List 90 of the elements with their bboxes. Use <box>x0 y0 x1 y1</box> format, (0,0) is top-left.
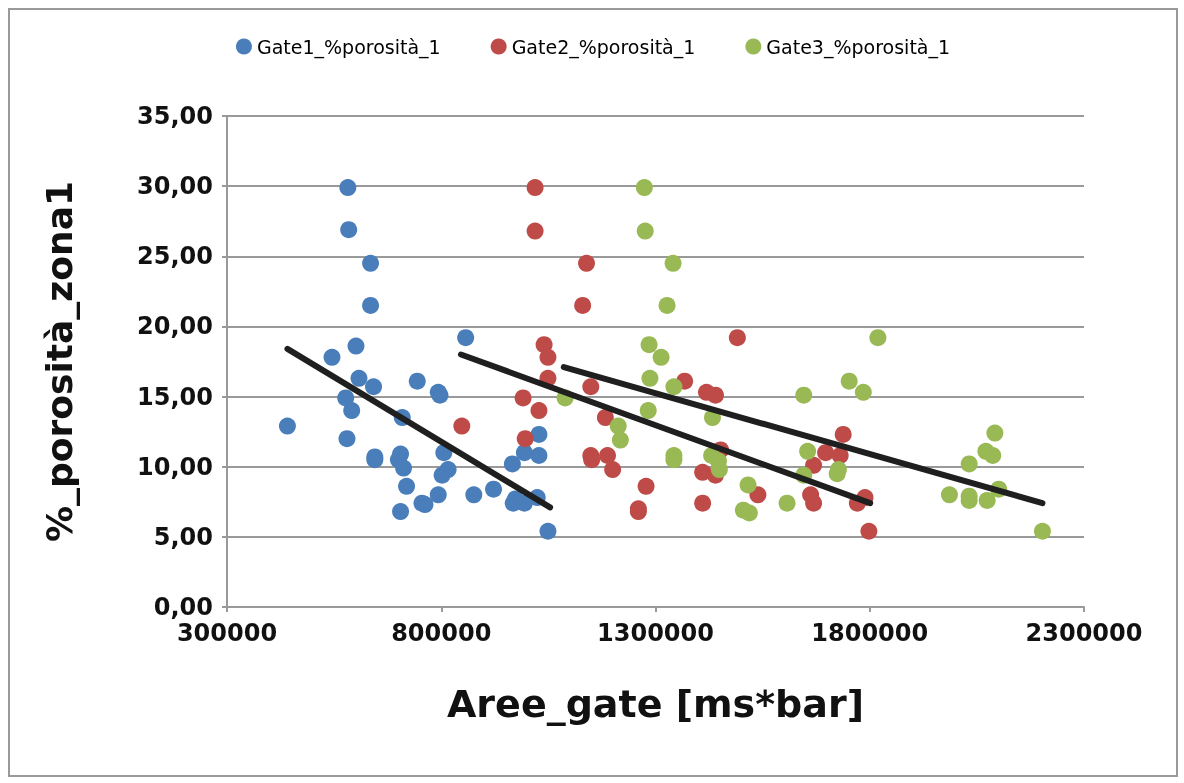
point <box>986 424 1004 442</box>
x-axis-title: Aree_gate [ms*bar] <box>446 682 865 726</box>
point <box>740 504 758 522</box>
point <box>940 486 958 504</box>
point <box>392 503 410 521</box>
y-tick-label: 20,00 <box>137 312 213 341</box>
y-tick-label: 25,00 <box>137 242 213 271</box>
point <box>604 461 622 479</box>
point <box>343 402 361 420</box>
point <box>395 459 413 477</box>
x-tick-label: 1300000 <box>597 619 714 647</box>
point <box>398 477 416 495</box>
point <box>453 417 471 435</box>
y-tick-label: 30,00 <box>137 172 213 201</box>
x-tick-label: 300000 <box>176 619 278 647</box>
point <box>337 389 355 407</box>
point <box>1033 522 1051 540</box>
point <box>530 425 548 443</box>
point <box>539 348 557 366</box>
legend-label: Gate3_%porosità_1 <box>766 35 951 59</box>
point <box>530 402 548 420</box>
point <box>739 476 757 494</box>
point <box>652 348 670 366</box>
point <box>635 179 653 197</box>
point <box>578 254 596 272</box>
point <box>350 369 368 387</box>
point <box>278 417 296 435</box>
point <box>834 425 852 443</box>
point <box>408 372 426 390</box>
point <box>795 386 813 404</box>
point <box>611 431 629 449</box>
point <box>516 430 534 448</box>
point <box>636 222 654 240</box>
point <box>362 296 380 314</box>
point <box>582 378 600 396</box>
point <box>347 337 365 355</box>
point <box>637 477 655 495</box>
point <box>978 491 996 509</box>
y-tick-label: 5,00 <box>153 522 213 551</box>
x-tick-label: 1800000 <box>811 619 929 647</box>
y-tick-label: 10,00 <box>137 452 213 481</box>
point <box>362 254 380 272</box>
point <box>429 486 447 504</box>
legend-label: Gate1_%porosità_1 <box>256 35 441 59</box>
point <box>707 386 724 404</box>
point <box>665 378 683 396</box>
point <box>694 494 712 512</box>
point <box>485 480 503 498</box>
point <box>599 447 617 464</box>
point <box>658 296 676 314</box>
point <box>340 221 358 239</box>
x-tick-label: 800000 <box>391 619 492 647</box>
point <box>503 455 521 473</box>
x-tick-label: 2300000 <box>1025 619 1143 647</box>
point <box>323 348 341 366</box>
point <box>817 444 835 462</box>
y-tick-label: 35,00 <box>137 102 213 130</box>
point <box>799 442 817 460</box>
point <box>802 486 820 504</box>
point <box>338 430 356 448</box>
point <box>339 179 357 197</box>
point <box>840 372 858 390</box>
point <box>596 409 614 427</box>
point <box>664 254 682 272</box>
y-tick-label: 15,00 <box>137 382 213 411</box>
point <box>365 378 383 396</box>
point <box>526 222 544 240</box>
point <box>526 179 544 197</box>
point <box>960 455 978 473</box>
point <box>639 402 657 420</box>
point <box>539 522 557 540</box>
point <box>439 461 457 479</box>
point <box>778 494 796 512</box>
y-tick-label: 0,00 <box>153 593 213 621</box>
point <box>749 486 767 504</box>
y-axis-title: %_porosità_zona1 <box>38 181 80 542</box>
point <box>465 486 483 504</box>
point <box>869 329 887 347</box>
point <box>609 417 627 435</box>
point <box>641 369 659 387</box>
point <box>984 447 1002 464</box>
point <box>854 383 872 401</box>
point <box>640 336 658 354</box>
point <box>860 522 878 540</box>
point <box>514 389 532 407</box>
point <box>574 296 592 314</box>
point <box>728 329 746 347</box>
legend-label: Gate2_%porosità_1 <box>511 35 696 59</box>
point <box>457 329 475 347</box>
point <box>530 447 548 464</box>
